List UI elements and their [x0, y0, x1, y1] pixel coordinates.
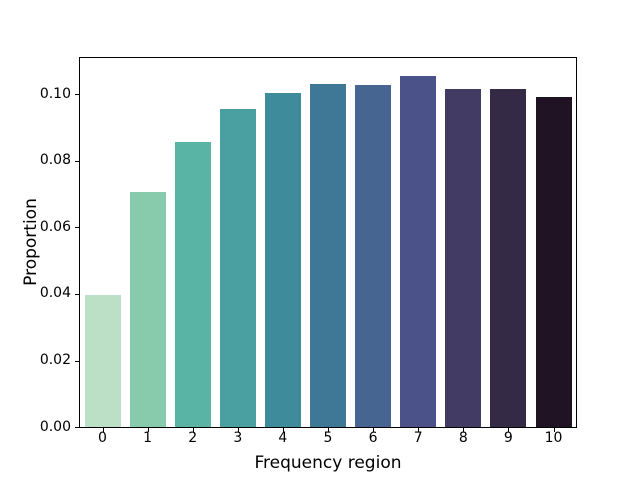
x-tick-label: 9	[503, 430, 513, 446]
bar-8	[445, 88, 482, 427]
x-axis-label: Frequency region	[254, 453, 402, 473]
bar-0	[84, 294, 121, 427]
x-tick-mark	[328, 428, 329, 432]
y-axis-label: Proportion	[21, 198, 41, 286]
bar-1	[129, 192, 166, 427]
x-tick-label: 2	[188, 430, 198, 446]
x-tick-label: 3	[233, 430, 243, 446]
x-tick-label: 4	[278, 430, 288, 446]
y-tick-mark	[75, 360, 79, 362]
bar-3	[219, 108, 256, 427]
bar-5	[310, 83, 346, 427]
y-tick-label: 0.08	[39, 152, 71, 169]
y-tick-label: 0.10	[39, 85, 71, 102]
bar-10	[535, 96, 572, 427]
y-tick-label: 0.02	[39, 352, 71, 368]
y-tick-mark	[75, 227, 79, 229]
y-tick-mark	[75, 160, 79, 162]
y-tick-label: 0.06	[39, 218, 71, 235]
x-tick-mark	[418, 428, 420, 432]
bar-7	[400, 75, 437, 427]
x-tick-label: 6	[368, 430, 378, 446]
x-tick-mark	[553, 428, 555, 432]
x-tick-label: 8	[458, 430, 468, 446]
x-tick-mark	[508, 428, 510, 432]
x-tick-label: 1	[143, 430, 153, 446]
bar-6	[355, 85, 392, 427]
x-tick-label: 7	[413, 430, 423, 446]
x-tick-label: 0	[98, 430, 107, 446]
bar-9	[490, 89, 527, 427]
x-tick-mark	[102, 428, 104, 432]
y-tick-mark	[75, 94, 79, 96]
y-tick-label: 0.00	[39, 418, 71, 435]
x-tick-mark	[192, 428, 194, 432]
bar-2	[174, 141, 211, 427]
y-tick-mark	[75, 427, 79, 428]
x-tick-mark	[237, 428, 239, 432]
x-tick-label: 5	[323, 430, 333, 446]
x-tick-mark	[463, 428, 465, 432]
y-tick-mark	[75, 293, 79, 295]
x-tick-mark	[373, 428, 375, 432]
x-tick-mark	[282, 428, 284, 432]
y-tick-label: 0.04	[39, 285, 71, 302]
bar-4	[264, 93, 301, 427]
x-tick-mark	[147, 428, 149, 432]
x-tick-label: 10	[544, 430, 563, 446]
